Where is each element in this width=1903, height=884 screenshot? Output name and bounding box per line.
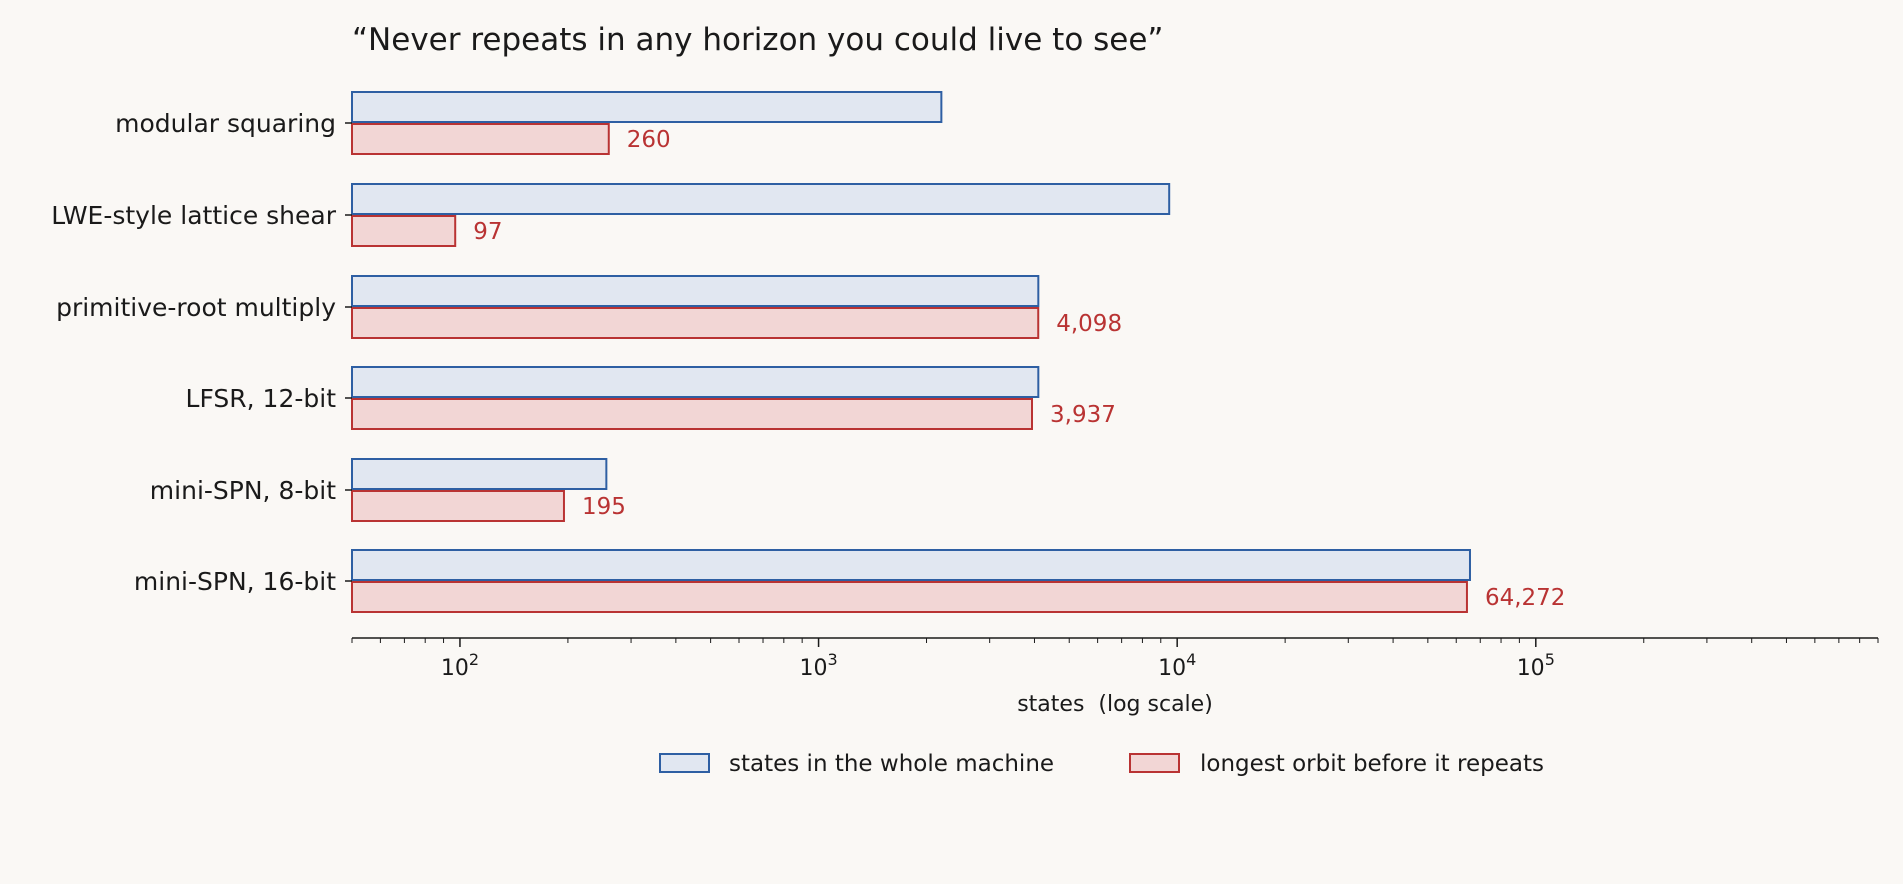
x-axis: 102 103 104 105 (351, 637, 1879, 681)
bars-layer: 260 97 4,098 3,937 195 64,272 (351, 91, 1565, 613)
category-label-mini-spn-8-bit: mini-SPN, 8-bit (150, 476, 336, 505)
bar-total-states-mini-spn-8-bit (351, 458, 608, 490)
bar-total-states-lwe-style-lattice-shear (351, 183, 1171, 215)
category-labels: modular squaring LWE-style lattice shear p… (51, 109, 352, 596)
bar-longest-orbit-mini-spn-16-bit (351, 581, 1468, 613)
bar-longest-orbit-mini-spn-8-bit (351, 490, 565, 522)
category-label-primitive-root-multiply: primitive-root multiply (56, 293, 336, 322)
bar-total-states-lfsr-12-bit (351, 366, 1040, 398)
data-label-lwe-style-lattice-shear: 97 (473, 219, 502, 245)
bar-total-states-primitive-root-multiply (351, 275, 1040, 307)
bar-longest-orbit-lwe-style-lattice-shear (351, 215, 457, 247)
x-axis-title: states (log scale) (1017, 692, 1213, 717)
data-label-modular-squaring: 260 (627, 127, 671, 153)
bar-longest-orbit-primitive-root-multiply (351, 307, 1040, 339)
data-label-lfsr-12-bit: 3,937 (1050, 402, 1116, 428)
category-label-lfsr-12-bit: LFSR, 12-bit (186, 384, 337, 413)
category-label-lwe-style-lattice-shear: LWE-style lattice shear (51, 201, 337, 230)
category-label-modular-squaring: modular squaring (115, 109, 336, 138)
bar-longest-orbit-lfsr-12-bit (351, 398, 1034, 430)
data-label-primitive-root-multiply: 4,098 (1056, 311, 1122, 337)
bar-total-states-mini-spn-16-bit (351, 549, 1471, 581)
x-tick-label: 102 (441, 650, 479, 681)
x-tick-label: 105 (1517, 650, 1555, 681)
legend-swatch-1 (659, 753, 710, 773)
category-label-mini-spn-16-bit: mini-SPN, 16-bit (134, 567, 336, 596)
chart-title: “Never repeats in any horizon you could … (352, 22, 1164, 58)
x-tick-label: 103 (799, 650, 837, 681)
bar-longest-orbit-modular-squaring (351, 123, 610, 155)
legend-swatch-2 (1129, 753, 1180, 773)
legend: states in the whole machine longest orbit… (659, 751, 1544, 777)
legend-label-1: states in the whole machine (729, 751, 1054, 777)
data-label-mini-spn-16-bit: 64,272 (1485, 585, 1565, 611)
data-label-mini-spn-8-bit: 195 (582, 494, 626, 520)
legend-label-2: longest orbit before it repeats (1200, 751, 1544, 777)
bar-total-states-modular-squaring (351, 91, 943, 123)
x-tick-label: 104 (1158, 650, 1196, 681)
